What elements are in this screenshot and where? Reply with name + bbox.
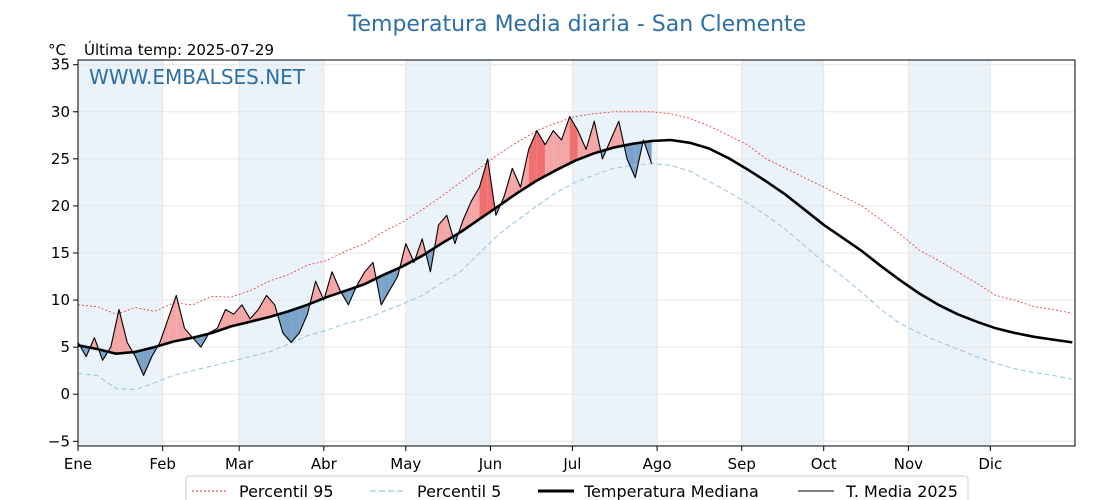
legend-box — [185, 475, 969, 500]
below-median-fill — [381, 272, 390, 305]
last-temp-label: Última temp: 2025-07-29 — [84, 40, 274, 59]
below-median-fill — [143, 347, 152, 376]
y-tick-label: 25 — [51, 150, 70, 168]
above-median-fill — [471, 187, 480, 225]
x-tick-label: Oct — [811, 455, 837, 473]
below-median-fill — [135, 349, 144, 376]
below-median-fill — [389, 268, 398, 291]
legend: Percentil 95 Percentil 5 Temperatura Med… — [185, 475, 969, 500]
above-median-fill — [536, 130, 546, 181]
legend-label-p5: Percentil 5 — [417, 482, 501, 500]
above-median-fill — [241, 304, 251, 324]
above-median-fill — [364, 262, 374, 285]
below-median-fill — [282, 310, 292, 343]
above-median-fill — [266, 295, 275, 318]
x-tick-label: May — [390, 455, 421, 473]
above-median-fill — [176, 295, 185, 341]
above-median-fill — [610, 121, 619, 149]
above-median-fill — [577, 130, 587, 160]
x-tick-label: Dic — [978, 455, 1002, 473]
chart-title: Temperatura Media diaria - San Clemente — [347, 12, 806, 37]
median-line — [77, 138, 1073, 355]
above-median-fill — [168, 295, 177, 344]
x-axis: Ene Feb Mar Abr May Jun Jul Ago Sep Oct Nov Dic — [64, 446, 1002, 473]
above-median-fill — [561, 116, 570, 168]
y-tick-label: 10 — [51, 291, 70, 309]
legend-label-p95: Percentil 95 — [239, 482, 334, 500]
y-tick-label: 15 — [51, 244, 70, 262]
legend-label-median: Temperatura Mediana — [583, 482, 759, 500]
y-tick-label: 30 — [51, 103, 70, 121]
p5-line — [77, 163, 1073, 391]
above-median-fill — [479, 158, 488, 220]
x-tick-label: Abr — [311, 455, 338, 473]
below-median-fill — [299, 304, 308, 334]
y-tick-label: 5 — [60, 338, 70, 356]
x-tick-label: Jun — [478, 455, 502, 473]
above-median-fill — [569, 116, 578, 164]
y-tick-label: 35 — [51, 56, 70, 74]
x-tick-label: Feb — [149, 455, 176, 473]
above-median-fill — [118, 309, 128, 354]
legend-label-current: T. Media 2025 — [845, 482, 958, 500]
x-tick-label: Jul — [562, 455, 581, 473]
above-median-fill — [233, 304, 242, 326]
series-lines — [77, 111, 1073, 391]
below-median-fill — [291, 307, 300, 343]
x-tick-label: Ene — [64, 455, 92, 473]
below-median-fill — [627, 143, 636, 178]
y-axis: −5 0 5 10 15 20 25 30 35 — [48, 56, 78, 450]
y-tick-label: −5 — [48, 432, 70, 450]
above-median-fill — [528, 130, 537, 186]
above-median-fill — [258, 295, 267, 320]
watermark: WWW.EMBALSES.NET — [89, 65, 306, 89]
x-tick-label: Mar — [225, 455, 254, 473]
p95-line — [77, 111, 1073, 315]
x-tick-label: Ago — [643, 455, 672, 473]
above-median-fill — [553, 130, 562, 172]
above-median-fill — [225, 309, 234, 329]
y-tick-label: 20 — [51, 197, 70, 215]
x-tick-label: Sep — [728, 455, 756, 473]
above-median-fill — [512, 168, 521, 197]
y-unit-label: °C — [48, 41, 66, 59]
x-tick-label: Nov — [894, 455, 923, 473]
above-median-fill — [463, 201, 472, 231]
anomaly-fills — [78, 116, 652, 376]
current-year-line — [77, 115, 653, 376]
y-tick-label: 0 — [60, 385, 70, 403]
